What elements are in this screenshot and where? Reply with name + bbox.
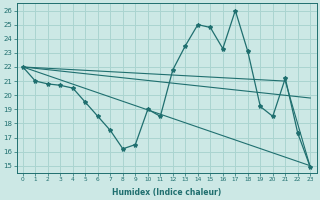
X-axis label: Humidex (Indice chaleur): Humidex (Indice chaleur) bbox=[112, 188, 221, 197]
